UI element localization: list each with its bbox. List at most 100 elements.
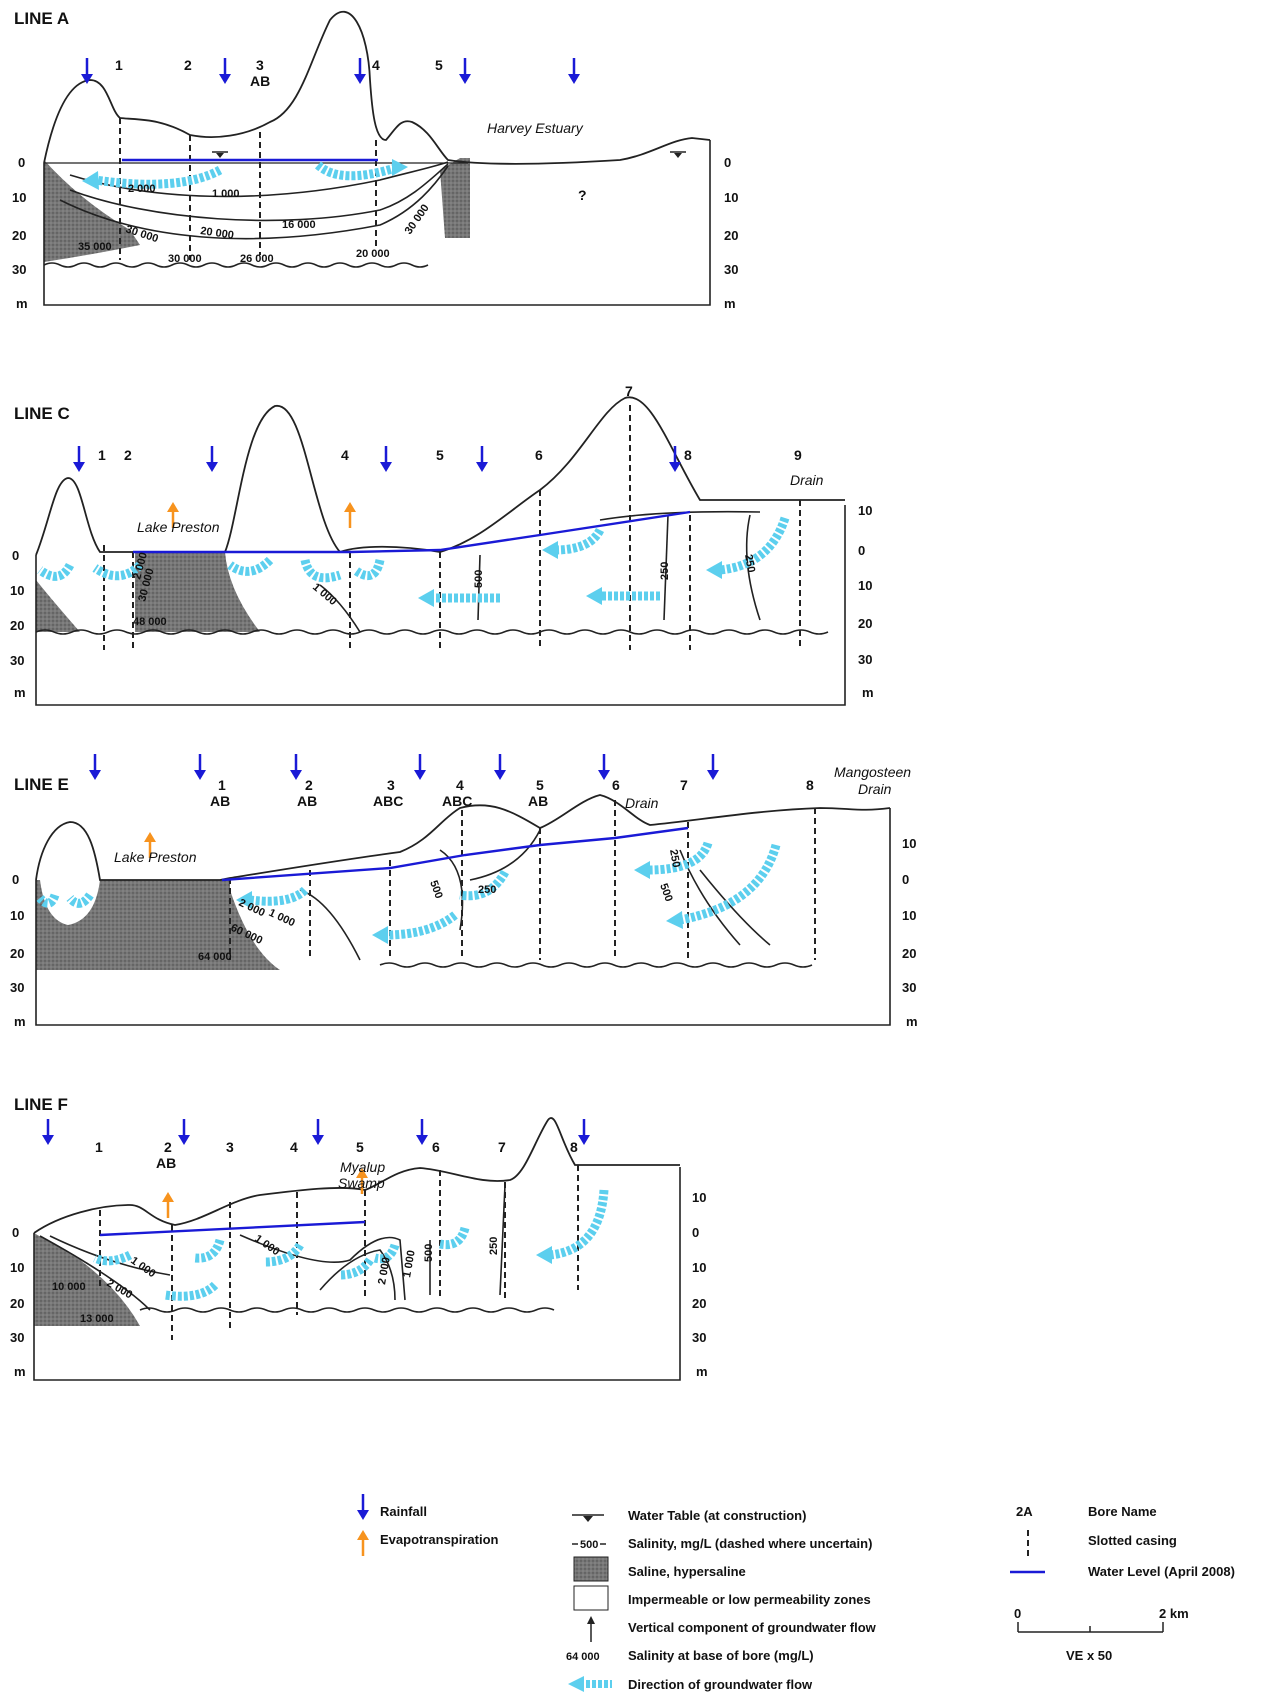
groundwater-flow-arrow (66, 892, 94, 908)
line-e-title: LINE E (14, 775, 69, 794)
bore-name: 6 (535, 447, 543, 463)
rainfall-arrow-icon (667, 444, 683, 474)
legend: Rainfall Evapotranspiration Water Table … (355, 1492, 1235, 1692)
groundwater-flow-arrow (249, 886, 309, 906)
salinity-label: 1 000 (128, 1255, 157, 1281)
salinity-contour (39, 1235, 151, 1311)
legend-water-level-label: Water Level (April 2008) (1088, 1564, 1235, 1579)
bore-name: 5 (536, 777, 544, 793)
depth-unit: m (14, 685, 26, 700)
rainfall-arrow-icon (310, 1117, 326, 1147)
scale-bar (1017, 1622, 1164, 1633)
bore-name: 1 (98, 447, 106, 463)
saline-zone (135, 552, 260, 632)
groundwater-flow-arrow-head (666, 911, 683, 929)
depth-label: 30 (10, 980, 24, 995)
bore-name: 5 (435, 57, 443, 73)
salinity-label: 250 (659, 562, 671, 580)
rainfall-arrow-icon (492, 752, 508, 782)
rainfall-arrow-icon (566, 56, 582, 86)
salinity-label: 500 (473, 570, 485, 588)
groundwater-flow-arrow-head (392, 159, 408, 176)
evapotranspiration-legend-icon (355, 1528, 371, 1558)
depth-label: 20 (724, 228, 738, 243)
depth-label: 0 (12, 548, 19, 563)
bore-name: 6 (612, 777, 620, 793)
water-table-marker (212, 151, 228, 158)
bore-name: 2 (184, 57, 192, 73)
rainfall-arrow-icon (288, 752, 304, 782)
water-table-legend-icon (572, 1514, 604, 1522)
bore-name: 8 (684, 447, 692, 463)
legend-impermeable-label: Impermeable or low permeability zones (628, 1592, 871, 1607)
depth-label: 10 (12, 190, 26, 205)
evapotranspiration-arrow-icon (160, 1190, 176, 1220)
depth-label: 20 (10, 618, 24, 633)
groundwater-flow-arrow-head (542, 541, 558, 559)
rainfall-arrow-icon (192, 752, 208, 782)
depth-label: 10 (10, 583, 24, 598)
vertical-exaggeration-label: VE x 50 (1066, 1648, 1112, 1663)
bore-name: 5 (436, 447, 444, 463)
groundwater-flow-arrow (93, 1250, 133, 1266)
depth-unit: m (906, 1014, 918, 1029)
depth-label: 10 (10, 908, 24, 923)
groundwater-flow-arrow-head (418, 589, 434, 607)
section-line-f: LINE F (10, 1095, 708, 1381)
section-frame (35, 808, 891, 1026)
base-salinity-label: 30 000 (168, 253, 202, 265)
depth-label: 10 (692, 1260, 706, 1275)
legend-flow-direction-label: Direction of groundwater flow (628, 1677, 813, 1692)
rainfall-arrow-icon (412, 752, 428, 782)
groundwater-flow-arrow (554, 527, 605, 555)
legend-saline-label: Saline, hypersaline (628, 1564, 746, 1579)
place-label: Mangosteen (834, 764, 911, 780)
rainfall-arrow-icon (457, 56, 473, 86)
bore-name: 4 (456, 777, 464, 793)
depth-unit: m (696, 1364, 708, 1379)
groundwater-flow-arrow-head (372, 926, 388, 944)
salinity-label: 250 (742, 553, 757, 573)
legend-salinity-label: Salinity, mg/L (dashed where uncertain) (628, 1536, 872, 1551)
rainfall-arrow-icon (217, 56, 233, 86)
salinity-label: 1 000 (310, 581, 339, 608)
bore-name: AB (528, 793, 548, 809)
groundwater-flow-arrow (549, 1189, 609, 1260)
groundwater-flow-arrow (227, 556, 274, 576)
salinity-label: 250 (667, 848, 682, 868)
saline-zone (36, 580, 80, 632)
bore-name: 3 (256, 57, 264, 73)
depth-label: 20 (858, 616, 872, 631)
depth-label: 20 (10, 946, 24, 961)
depth-label: 0 (12, 872, 19, 887)
depth-unit: m (724, 296, 736, 311)
vertical-flow-legend-icon (587, 1616, 595, 1642)
depth-label: 0 (724, 155, 731, 170)
groundwater-flow-arrow (92, 561, 144, 581)
groundwater-flow-arrow (459, 869, 509, 901)
legend-bore-name-label: Bore Name (1088, 1504, 1157, 1519)
depth-label: 30 (858, 652, 872, 667)
salinity-contour (699, 869, 771, 946)
place-label: Harvey Estuary (487, 120, 584, 136)
salinity-label: 1 000 (212, 188, 240, 200)
salinity-label: 500 (657, 882, 675, 903)
depth-label: 30 (10, 653, 24, 668)
groundwater-flow-arrow (373, 1243, 400, 1264)
bore-name: 2 (124, 447, 132, 463)
legend-base-salinity-label: Salinity at base of bore (mg/L) (628, 1648, 814, 1663)
place-label: Swamp (338, 1175, 385, 1191)
section-frame (33, 1167, 681, 1381)
depth-label: 20 (902, 946, 916, 961)
bore-name: 9 (794, 447, 802, 463)
bore-name: ABC (373, 793, 403, 809)
bore-name: 7 (498, 1139, 506, 1155)
groundwater-flow-arrow-head (536, 1246, 552, 1264)
bore-name: 8 (570, 1139, 578, 1155)
salinity-label: 250 (478, 884, 496, 896)
rainfall-arrow-icon (40, 1117, 56, 1147)
water-level (221, 826, 689, 882)
groundwater-flow-arrow (300, 558, 342, 583)
depth-label: 20 (692, 1296, 706, 1311)
